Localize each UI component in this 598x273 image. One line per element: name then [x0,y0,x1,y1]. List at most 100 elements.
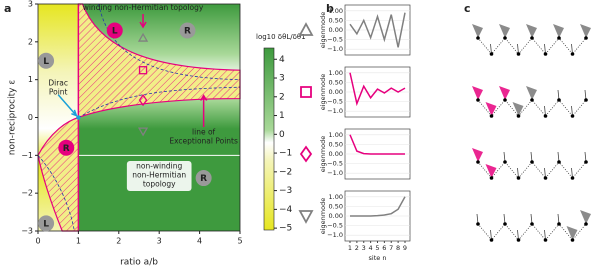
y-tick-label: 1.00 [329,69,343,77]
y-tick-label: 0 [28,113,33,122]
y-tick-label: −1.0 [327,231,343,239]
x-axis-label: site n [369,254,387,262]
x-tick-label: 3 [157,237,162,246]
x-tick-label: 1 [348,244,352,252]
eigenmode-line [349,12,406,48]
pivot [489,238,494,242]
chain-link [477,37,587,55]
pivot [543,52,548,56]
x-tick-label: 2 [355,244,359,252]
rotor [485,164,497,178]
region-marker [58,139,75,156]
pivot [530,36,534,40]
y-tick-label: 3 [28,0,33,9]
pivot [503,98,507,102]
y-tick-label: 0.00 [329,150,343,158]
pivot [530,160,534,164]
pivot [584,98,588,102]
dashed-curve [37,155,75,232]
region-marker-label: L [112,26,118,36]
eigenmode-line [349,134,405,155]
pivot [530,222,534,226]
pivot [543,176,548,180]
rotor [580,210,591,224]
rotor [512,102,524,116]
chain-link [477,99,587,117]
x-tick-label: 2 [116,237,121,246]
pivot [584,36,588,40]
panel-label: c [464,2,471,15]
state-symbol [137,32,149,42]
rotor [526,24,537,38]
pivot [489,114,494,118]
region-marker [179,22,196,39]
pivot [543,114,548,118]
y-tick-label: −0.5 [327,222,343,230]
y-tick-label: 1 [28,75,33,84]
y-tick-label: 1.00 [329,131,343,139]
eigenmode-line [350,196,406,217]
rotor [472,86,483,100]
pivot [557,98,561,102]
colorbar-tick-label: 1 [279,111,285,121]
rotor [472,148,483,162]
pivot [557,222,561,226]
arrow [57,94,78,117]
x-tick-label: 4 [197,237,202,246]
eigenmode-line [349,72,406,107]
region-marker-label: R [63,144,70,154]
annotation: Point [49,87,68,96]
colorbar-tick-label: −3 [279,186,292,196]
region-marker-label: R [184,26,191,36]
y-tick-label: 0.50 [329,202,343,210]
annotation: line of [192,128,216,137]
y-tick-label: −0.5 [327,36,343,44]
arrow [139,14,147,29]
pivot [584,160,588,164]
rotor [526,86,537,100]
region-marker [106,22,123,39]
chain-link [477,161,587,179]
colorbar-tick-label: −5 [279,224,292,234]
pivot [543,238,548,242]
y-axis-label: eigenmode [319,74,327,110]
annotation: non-Hermitian [132,171,186,180]
pivot [503,222,507,226]
x-tick-label: 9 [403,244,407,252]
x-tick-label: 3 [362,244,366,252]
state-symbol [138,66,148,75]
rotor [499,86,510,100]
pivot [516,238,521,242]
pivot [516,52,521,56]
row-symbol [298,210,314,224]
pivot [530,98,534,102]
pivot [476,98,480,102]
rotor [553,24,564,38]
colorbar-tick-label: −4 [279,205,293,215]
x-tick-label: 5 [375,244,379,252]
panel-label: a [4,2,11,15]
pivot [476,36,480,40]
pivot [503,160,507,164]
region-marker [38,52,55,69]
rotor [566,226,578,240]
y-tick-label: 1.00 [329,193,343,201]
colorbar-tick-label: −2 [279,167,292,177]
rotor [472,24,483,38]
arrow [199,94,208,127]
pivot [516,114,521,118]
row-symbol [298,22,314,36]
x-tick-label: 1 [76,237,81,246]
region-marker [38,215,55,232]
state-symbol [137,127,149,137]
x-tick-label: 4 [369,244,373,252]
colorbar-tick-label: 0 [279,130,285,140]
y-tick-label: −3 [21,227,33,236]
x-axis-label: ratio a/b [120,258,158,268]
y-tick-label: 2 [28,37,33,46]
y-tick-label: −0.5 [327,98,343,106]
y-tick-label: −0.5 [327,160,343,168]
y-tick-label: −1.0 [327,169,343,177]
annotation: Exceptional Points [169,137,238,146]
